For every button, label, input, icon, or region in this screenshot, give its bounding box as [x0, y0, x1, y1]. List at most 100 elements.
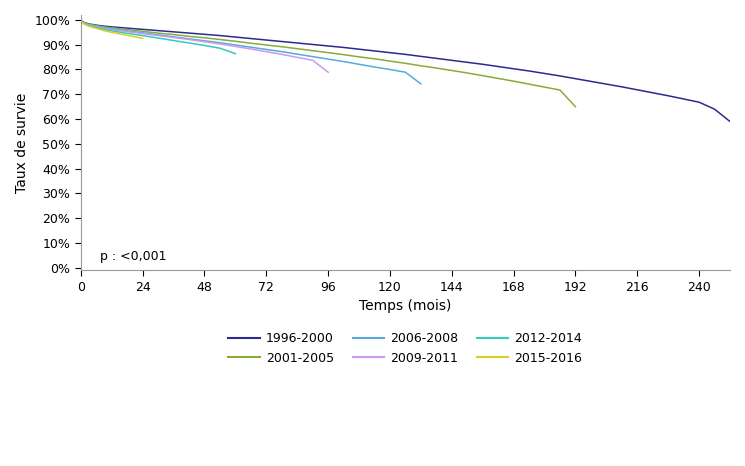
- 2001-2005: [277, 44, 286, 49]
- 1996-2000: [200, 32, 209, 37]
- 1996-2000: [123, 25, 132, 31]
- 2015-2016: [77, 17, 86, 23]
- 2001-2005: [540, 84, 549, 90]
- 2001-2005: [185, 34, 194, 39]
- 2006-2008: [79, 20, 88, 26]
- 2001-2005: [478, 73, 487, 78]
- 2006-2008: [370, 64, 379, 70]
- 2012-2014: [84, 23, 93, 28]
- 2001-2005: [401, 61, 410, 66]
- 2001-2005: [139, 28, 148, 34]
- 2001-2005: [509, 78, 518, 84]
- 2012-2014: [153, 35, 162, 41]
- 2006-2008: [277, 49, 286, 55]
- 1996-2000: [215, 33, 224, 38]
- 2001-2005: [169, 32, 178, 37]
- 2001-2005: [308, 48, 317, 54]
- 2001-2005: [432, 65, 441, 71]
- 1996-2000: [618, 84, 627, 89]
- 2015-2016: [84, 23, 93, 29]
- 2012-2014: [185, 40, 194, 46]
- 2001-2005: [92, 23, 101, 28]
- 1996-2000: [726, 119, 735, 124]
- 2001-2005: [323, 50, 332, 55]
- 2009-2011: [153, 33, 162, 38]
- Line: 2009-2011: 2009-2011: [81, 20, 328, 72]
- 1996-2000: [633, 87, 641, 93]
- 2001-2005: [339, 52, 348, 57]
- 1996-2000: [277, 39, 286, 44]
- 2009-2011: [293, 55, 302, 60]
- 2001-2005: [247, 41, 256, 46]
- 2001-2005: [524, 82, 533, 87]
- 2009-2011: [308, 57, 317, 63]
- 2006-2008: [200, 38, 209, 43]
- 1996-2000: [185, 30, 194, 36]
- 1996-2000: [494, 64, 503, 69]
- 2006-2008: [215, 40, 224, 46]
- 2001-2005: [231, 39, 240, 44]
- 2012-2014: [107, 28, 116, 34]
- 2009-2011: [107, 27, 116, 33]
- 1996-2000: [370, 48, 379, 54]
- 2012-2014: [231, 51, 240, 56]
- 1996-2000: [602, 82, 611, 87]
- 2006-2008: [123, 28, 132, 34]
- X-axis label: Temps (mois): Temps (mois): [359, 299, 451, 313]
- 2001-2005: [556, 87, 565, 93]
- 2006-2008: [247, 44, 256, 50]
- 1996-2000: [107, 24, 116, 30]
- 2015-2016: [139, 35, 148, 41]
- 2001-2005: [100, 24, 109, 30]
- 2009-2011: [200, 39, 209, 45]
- 1996-2000: [231, 34, 240, 40]
- 2001-2005: [370, 56, 379, 62]
- 2001-2005: [79, 20, 88, 25]
- Line: 2012-2014: 2012-2014: [81, 20, 235, 54]
- 2009-2011: [169, 35, 178, 41]
- 2006-2008: [169, 34, 178, 40]
- 2006-2008: [77, 17, 86, 23]
- 1996-2000: [648, 90, 657, 96]
- 1996-2000: [339, 45, 348, 50]
- 1996-2000: [710, 106, 719, 112]
- 2001-2005: [84, 21, 93, 27]
- 1996-2000: [509, 66, 518, 72]
- 1996-2000: [169, 29, 178, 34]
- 1996-2000: [586, 79, 595, 84]
- 2009-2011: [123, 29, 132, 34]
- 2012-2014: [79, 21, 88, 26]
- 1996-2000: [293, 40, 302, 46]
- 2012-2014: [77, 17, 86, 23]
- 2012-2014: [200, 43, 209, 48]
- 2006-2008: [416, 81, 425, 87]
- 2009-2011: [277, 52, 286, 57]
- 2006-2008: [261, 47, 270, 52]
- Line: 2006-2008: 2006-2008: [81, 20, 421, 84]
- 2012-2014: [92, 25, 101, 30]
- Legend: 1996-2000, 2001-2005, 2006-2008, 2009-2011, 2012-2014, 2015-2016: 1996-2000, 2001-2005, 2006-2008, 2009-20…: [224, 328, 588, 370]
- 2001-2005: [77, 17, 86, 23]
- 2009-2011: [215, 41, 224, 47]
- 2006-2008: [185, 36, 194, 41]
- 2006-2008: [293, 51, 302, 57]
- 2009-2011: [79, 20, 88, 26]
- 2015-2016: [100, 28, 109, 34]
- Y-axis label: Taux de survie: Taux de survie: [15, 92, 29, 193]
- 2001-2005: [447, 68, 456, 73]
- 2001-2005: [200, 35, 209, 41]
- 2012-2014: [169, 38, 178, 43]
- 2001-2005: [107, 25, 116, 31]
- 2006-2008: [385, 67, 394, 72]
- 2006-2008: [355, 62, 364, 67]
- 1996-2000: [77, 17, 86, 23]
- 2015-2016: [79, 21, 88, 27]
- 1996-2000: [679, 96, 688, 102]
- 2001-2005: [571, 104, 580, 110]
- 2012-2014: [139, 33, 148, 38]
- 2006-2008: [308, 54, 317, 59]
- 2009-2011: [92, 24, 101, 29]
- 2006-2008: [401, 69, 410, 75]
- 1996-2000: [694, 99, 703, 105]
- Line: 2015-2016: 2015-2016: [81, 20, 143, 38]
